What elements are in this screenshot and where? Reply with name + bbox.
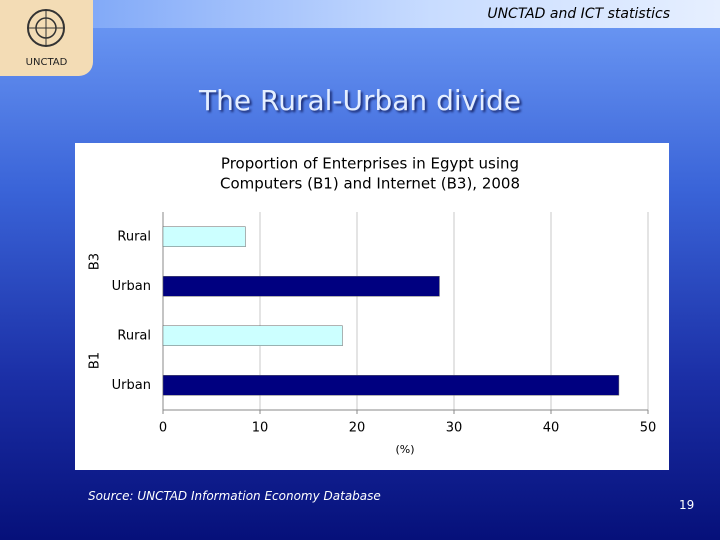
page-number: 19 — [679, 498, 695, 512]
y-tick-label: Urban — [112, 279, 151, 294]
chart: Proportion of Enterprises in Egypt using… — [75, 143, 669, 470]
x-tick-label: 50 — [640, 421, 657, 436]
x-tick-label: 0 — [159, 421, 167, 436]
x-axis-label: (%) — [395, 443, 414, 456]
bar — [162, 276, 440, 297]
group-label: B3 — [88, 253, 103, 270]
bar — [162, 325, 343, 346]
y-tick-label: Urban — [112, 378, 151, 393]
chart-title: Computers (B1) and Internet (B3), 2008 — [220, 175, 520, 193]
y-tick-label: Rural — [117, 229, 151, 244]
x-tick-label: 10 — [252, 421, 269, 436]
slide-title: The Rural-Urban divide — [199, 84, 521, 117]
group-label: B1 — [88, 352, 103, 369]
emblem — [27, 9, 65, 47]
logo-label: UNCTAD — [25, 57, 68, 68]
y-tick-label: Rural — [117, 328, 151, 343]
x-tick-label: 40 — [543, 421, 560, 436]
bar — [162, 226, 246, 247]
x-tick-label: 30 — [446, 421, 463, 436]
header: UNCTAD and ICT statistics — [487, 6, 670, 22]
logo: UNCTAD — [0, 0, 93, 76]
source: Source: UNCTAD Information Economy Datab… — [88, 489, 381, 503]
bar — [162, 375, 620, 396]
chart-title: Proportion of Enterprises in Egypt using — [221, 155, 519, 173]
x-tick-label: 20 — [349, 421, 366, 436]
chart-background — [75, 143, 669, 470]
header-bar — [0, 0, 720, 28]
